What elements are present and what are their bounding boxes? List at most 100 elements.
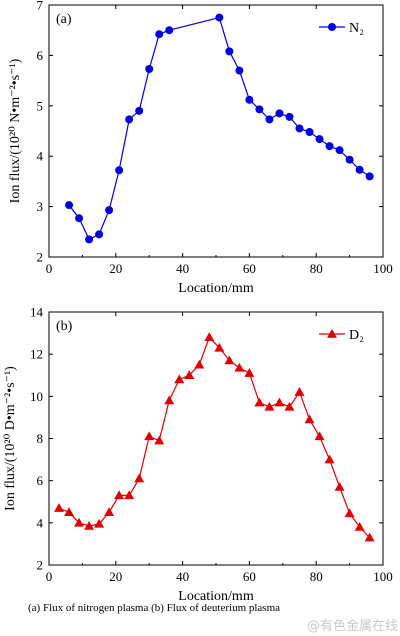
data-point <box>294 387 305 396</box>
x-tick-label: 80 <box>310 261 323 276</box>
data-point <box>154 435 165 445</box>
data-point <box>105 206 114 215</box>
data-point <box>285 112 294 121</box>
data-point <box>304 414 315 424</box>
data-point <box>305 128 314 137</box>
x-axis-label: Location/mm <box>178 281 254 296</box>
y-tick-label: 7 <box>37 0 44 13</box>
data-point <box>325 142 334 151</box>
data-point <box>135 106 144 115</box>
data-point <box>184 370 195 379</box>
data-point <box>65 201 74 210</box>
data-point <box>144 431 155 441</box>
y-axis-label: Ion flux/(10²⁰ N•m⁻²•s⁻¹) <box>8 58 23 203</box>
y-tick-label: 2 <box>37 250 44 265</box>
y-tick-label: 3 <box>37 199 44 214</box>
x-tick-label: 40 <box>176 569 189 584</box>
y-tick-label: 6 <box>37 473 44 488</box>
plot-frame <box>48 4 384 258</box>
data-point <box>344 508 355 518</box>
data-point <box>314 431 325 441</box>
x-tick-label: 0 <box>46 261 53 276</box>
data-point <box>115 166 124 175</box>
data-point <box>104 507 115 517</box>
data-point <box>145 65 154 74</box>
data-point <box>265 115 274 124</box>
data-point <box>155 30 164 39</box>
data-point <box>94 518 105 528</box>
series-line <box>68 16 370 241</box>
data-point <box>295 124 304 133</box>
data-point <box>345 155 354 164</box>
x-tick-label: 40 <box>176 261 189 276</box>
data-point <box>85 235 94 244</box>
legend-entry: N₂ <box>349 21 364 36</box>
data-point <box>254 397 265 407</box>
y-tick-label: 5 <box>37 98 44 113</box>
data-point <box>165 26 174 35</box>
y-axis-label: Ion flux/(10²⁰ D•m⁻²•s⁻¹) <box>3 366 18 511</box>
legend-entry: D₂ <box>349 328 364 343</box>
y-tick-label: 4 <box>37 515 44 530</box>
data-point <box>324 454 335 464</box>
data-point <box>204 332 215 342</box>
y-tick-label: 12 <box>30 347 43 362</box>
data-point <box>245 95 254 104</box>
y-tick-label: 4 <box>37 149 44 164</box>
x-tick-label: 60 <box>243 569 256 584</box>
data-point <box>74 517 85 527</box>
data-point <box>214 342 225 352</box>
y-tick-label: 6 <box>37 48 44 63</box>
x-tick-label: 80 <box>310 569 323 584</box>
x-tick-label: 60 <box>243 261 256 276</box>
data-point <box>334 481 345 491</box>
x-tick-label: 0 <box>46 569 53 584</box>
data-point <box>164 395 175 405</box>
data-point <box>365 172 374 181</box>
x-tick-label: 20 <box>109 569 122 584</box>
data-point <box>174 374 185 384</box>
y-tick-label: 10 <box>30 389 43 404</box>
x-tick-label: 100 <box>373 569 393 584</box>
data-point <box>335 146 344 155</box>
data-point <box>64 507 75 517</box>
y-tick-label: 8 <box>37 431 44 446</box>
data-point <box>114 490 125 500</box>
y-tick-label: 2 <box>37 558 44 573</box>
y-tick-label: 14 <box>30 305 44 320</box>
panel-label: (a) <box>56 12 72 27</box>
data-point <box>225 47 234 56</box>
legend-marker <box>328 23 336 31</box>
x-axis-label: Location/mm <box>178 589 254 604</box>
data-point <box>364 532 375 542</box>
data-point <box>235 66 244 75</box>
data-point <box>355 165 364 174</box>
data-point <box>75 214 84 223</box>
data-point <box>354 522 365 531</box>
data-point <box>224 355 235 365</box>
legend-marker <box>327 329 337 338</box>
chart-panel-b: 0 20 40 60 80 100 2 4 6 8 10 12 14 Location/mm Ion flu… <box>3 305 393 605</box>
data-point <box>315 135 324 144</box>
data-point <box>255 105 264 114</box>
data-point <box>274 397 285 407</box>
x-tick-label: 100 <box>373 261 393 276</box>
data-point <box>284 401 295 411</box>
data-point <box>264 401 275 411</box>
data-point <box>194 359 205 369</box>
series-line <box>58 336 371 539</box>
data-point <box>124 490 135 500</box>
data-point <box>134 473 145 483</box>
panel-label: (b) <box>56 319 73 334</box>
data-point <box>84 520 95 530</box>
data-point <box>95 230 104 239</box>
figure-caption: (a) Flux of nitrogen plasma (b) Flux of … <box>28 602 280 614</box>
data-point <box>54 503 65 512</box>
watermark: @有色金属在线 <box>307 618 398 634</box>
data-point <box>234 362 245 372</box>
chart-panel-a: 0 20 40 60 80 100 2 3 4 5 6 7 Location/mm Ion flux/(1… <box>8 0 393 296</box>
data-point <box>125 115 134 124</box>
x-tick-label: 20 <box>109 261 122 276</box>
data-point <box>215 13 224 22</box>
